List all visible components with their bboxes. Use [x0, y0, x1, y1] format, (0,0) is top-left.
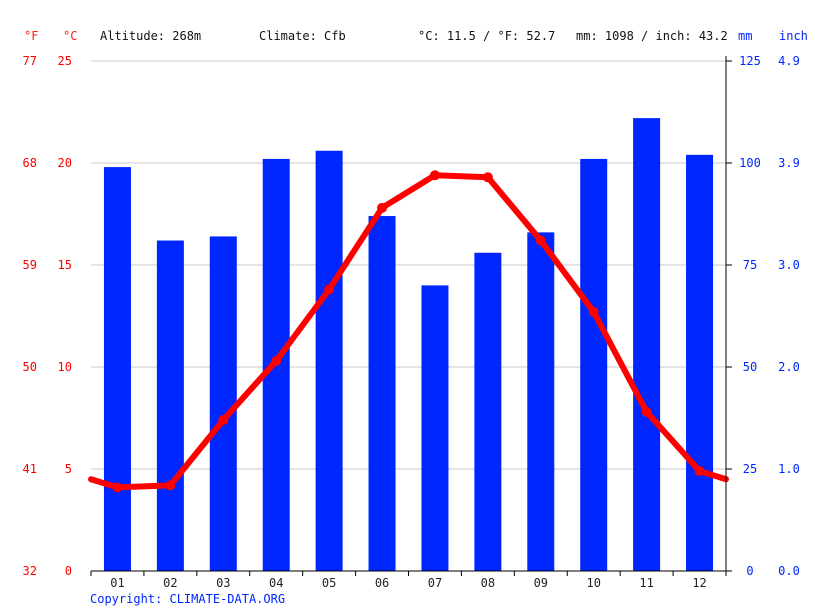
- precipitation-bar-07: [421, 285, 449, 571]
- precipitation-bar-02: [156, 240, 184, 571]
- temperature-point-06: [377, 202, 388, 213]
- mm-tick-label: 75: [743, 258, 757, 272]
- month-label-05: 05: [322, 576, 336, 590]
- month-label-04: 04: [269, 576, 283, 590]
- fahrenheit-tick-label: 50: [23, 360, 37, 374]
- month-label-06: 06: [375, 576, 389, 590]
- fahrenheit-tick-label: 32: [23, 564, 37, 578]
- month-label-12: 12: [692, 576, 706, 590]
- celsius-tick-label: 10: [58, 360, 72, 374]
- temperature-point-08: [482, 172, 493, 183]
- temperature-point-05: [324, 284, 335, 295]
- precipitation-bar-08: [474, 252, 502, 571]
- mm-tick-label: 50: [743, 360, 757, 374]
- precipitation-bar-09: [527, 232, 555, 572]
- temperature-point-10: [588, 306, 599, 317]
- inch-unit-label: inch: [779, 29, 808, 43]
- month-label-07: 07: [428, 576, 442, 590]
- fahrenheit-tick-label: 59: [23, 258, 37, 272]
- temperature-line: [88, 170, 729, 493]
- mm-tick-label: 100: [739, 156, 761, 170]
- fahrenheit-tick-label: 68: [23, 156, 37, 170]
- mm-tick-label: 0: [746, 564, 753, 578]
- temperature-point-02: [165, 480, 176, 491]
- inch-tick-label: 4.9: [778, 54, 800, 68]
- precipitation-bar-01: [103, 167, 131, 571]
- fahrenheit-unit-label: °F: [24, 29, 39, 43]
- climate-label: Climate: Cfb: [259, 29, 346, 43]
- inch-tick-label: 2.0: [778, 360, 800, 374]
- temperature-point-01: [112, 482, 123, 493]
- month-label-08: 08: [481, 576, 495, 590]
- month-label-01: 01: [110, 576, 124, 590]
- temperature-point-09: [535, 235, 546, 246]
- precipitation-bar-06: [368, 216, 396, 572]
- axes: [90, 56, 732, 576]
- mm-tick-label: 125: [739, 54, 761, 68]
- month-label-02: 02: [163, 576, 177, 590]
- total-precipitation-label: mm: 1098 / inch: 43.2: [576, 29, 728, 43]
- temperature-point-04: [271, 355, 282, 366]
- inch-tick-label: 3.9: [778, 156, 800, 170]
- temperature-series-line: [88, 172, 729, 491]
- celsius-tick-label: 5: [65, 462, 72, 476]
- precipitation-bars: [103, 118, 714, 572]
- month-label-10: 10: [586, 576, 600, 590]
- celsius-tick-label: 25: [58, 54, 72, 68]
- month-label-11: 11: [639, 576, 653, 590]
- month-label-09: 09: [534, 576, 548, 590]
- celsius-unit-label: °C: [63, 29, 78, 43]
- celsius-tick-label: 20: [58, 156, 72, 170]
- altitude-label: Altitude: 268m: [100, 29, 202, 43]
- temperature-point-12: [694, 466, 705, 477]
- temperature-point-07: [429, 170, 440, 181]
- precipitation-bar-12: [686, 154, 714, 571]
- mm-tick-label: 25: [743, 462, 757, 476]
- month-label-03: 03: [216, 576, 230, 590]
- mm-unit-label: mm: [738, 29, 753, 43]
- precipitation-bar-11: [633, 118, 661, 572]
- temperature-point-11: [641, 406, 652, 417]
- fahrenheit-tick-label: 41: [23, 462, 37, 476]
- copyright-link[interactable]: Copyright: CLIMATE-DATA.ORG: [90, 592, 286, 606]
- inch-tick-label: 0.0: [778, 564, 800, 578]
- celsius-tick-label: 15: [58, 258, 72, 272]
- average-temperature-label: °C: 11.5 / °F: 52.7: [418, 29, 556, 43]
- tick-labels: 01 02 03 04 05 06 07 08 09 10 11 12 32 0 41 5 50 10 59 15 68…: [23, 54, 800, 590]
- temperature-point-03: [218, 415, 229, 426]
- precipitation-bar-03: [209, 236, 237, 571]
- grid-lines: [91, 60, 726, 470]
- inch-tick-label: 1.0: [778, 462, 800, 476]
- precipitation-bar-05: [315, 150, 343, 571]
- celsius-tick-label: 0: [65, 564, 72, 578]
- fahrenheit-tick-label: 77: [23, 54, 37, 68]
- inch-tick-label: 3.0: [778, 258, 800, 272]
- precipitation-bar-10: [580, 158, 608, 572]
